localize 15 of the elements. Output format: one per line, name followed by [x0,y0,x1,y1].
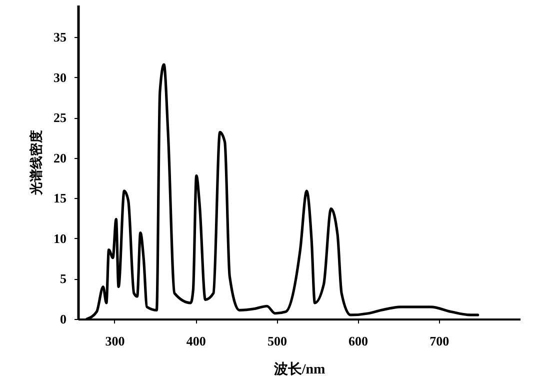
y-tick-label: 35 [54,30,67,45]
x-tick-label: 300 [105,334,125,348]
x-tick-label: 500 [267,334,287,348]
x-axis-title: 波长/nm [272,362,326,378]
y-tick-label: 15 [54,190,67,206]
y-tick-label: 0 [60,312,66,326]
y-tick-label: 10 [54,230,66,246]
x-tick-label: 700 [430,334,450,348]
y-tick-label: 30 [54,70,66,85]
y-tick-label: 5 [60,271,67,286]
x-tick-label: 400 [186,334,206,348]
y-axis-title: 光谱线密度 [28,130,44,196]
x-tick-label: 600 [348,334,368,348]
y-tick-label: 20 [54,150,66,166]
y-tick-label: 25 [54,110,67,126]
